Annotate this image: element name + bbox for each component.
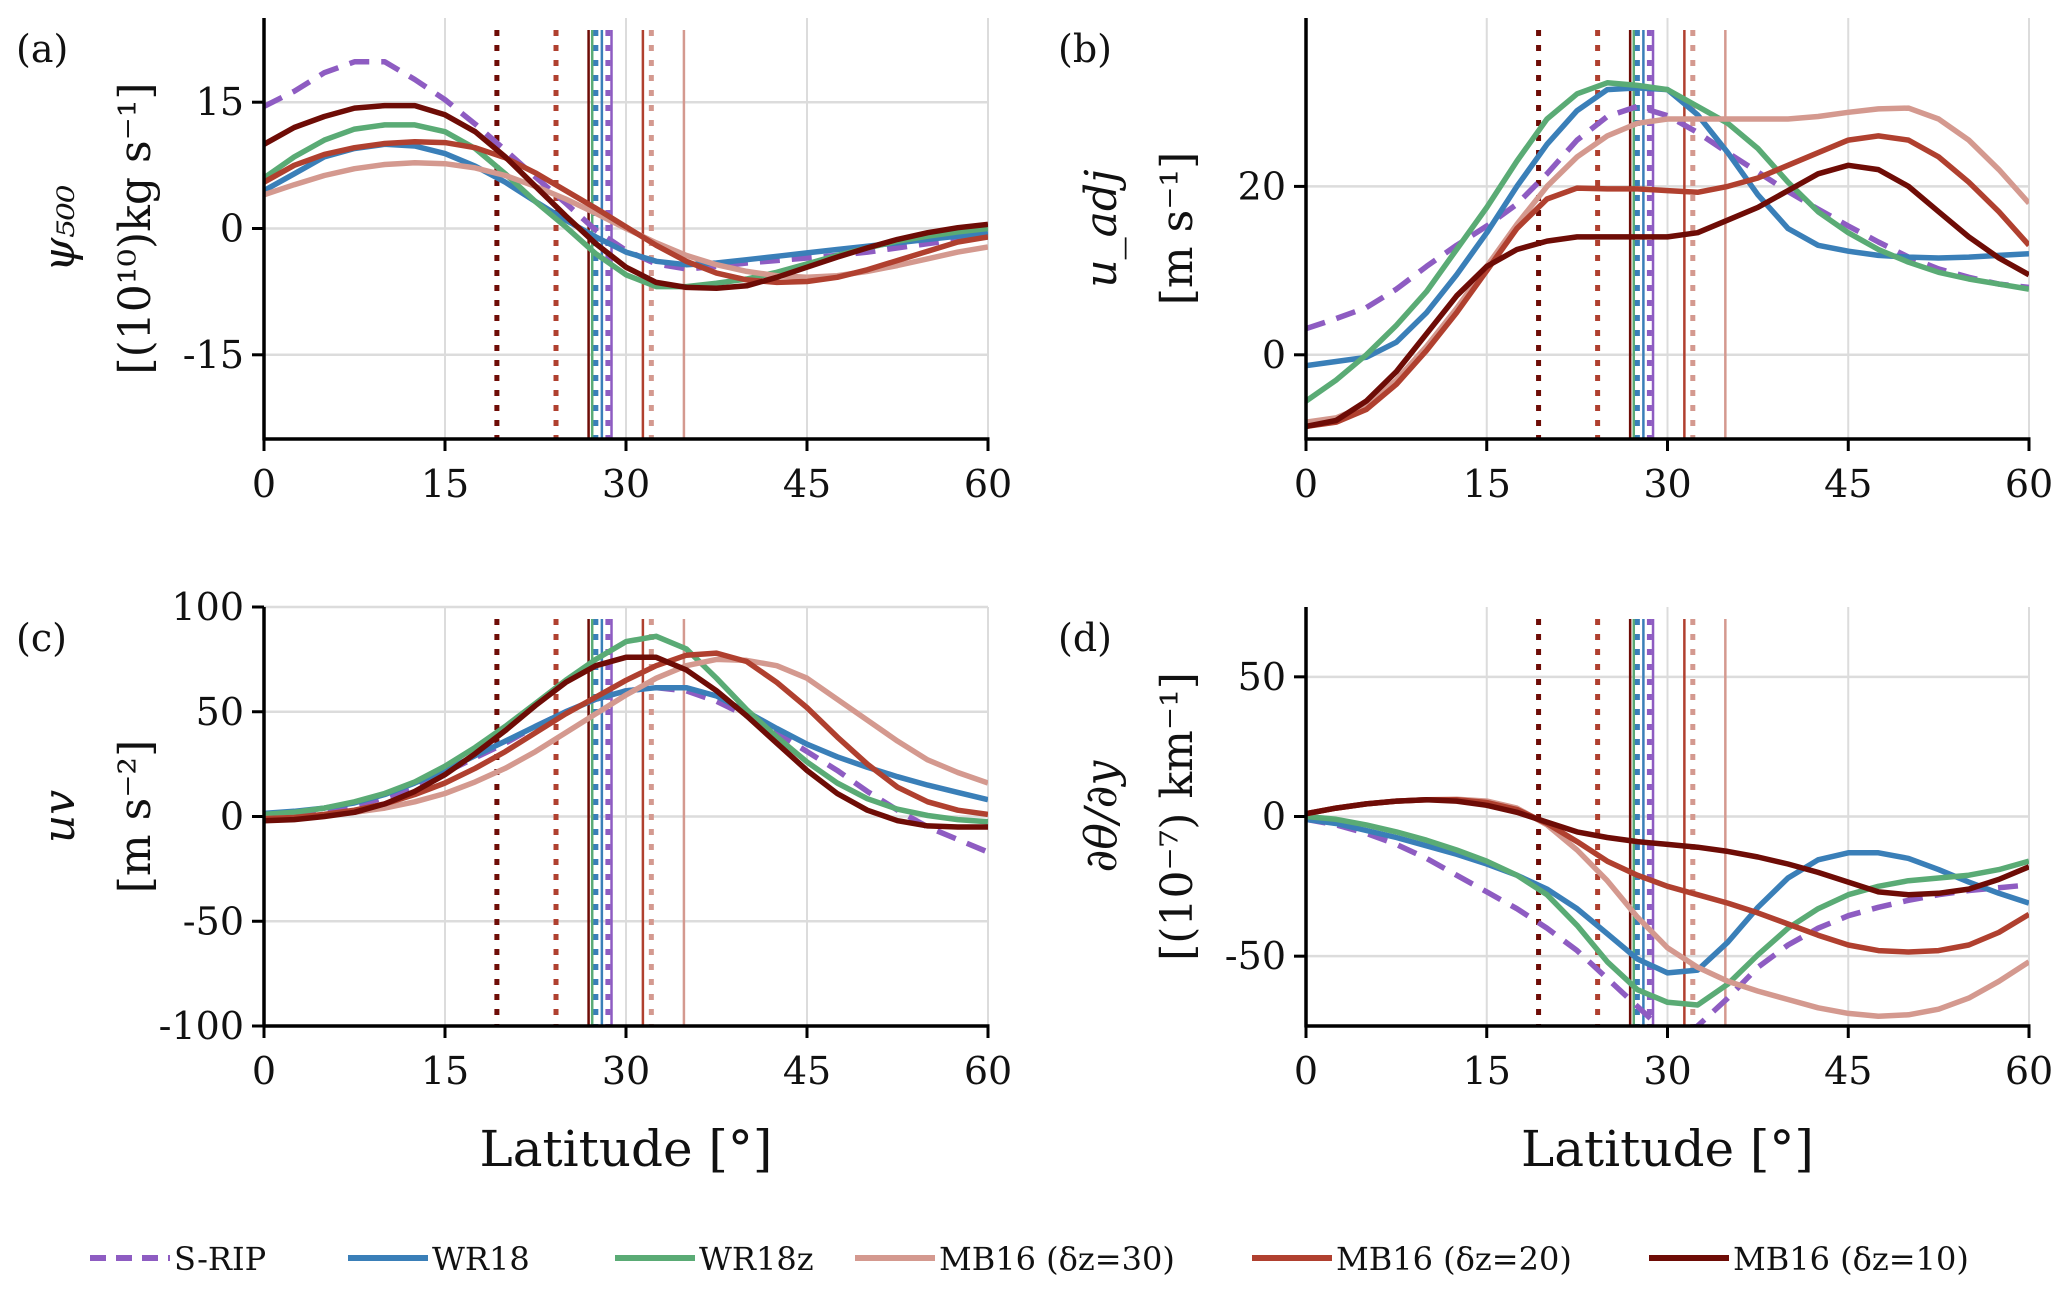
legend-item-mb16-z-20: MB16 (δz=20) bbox=[1252, 1240, 1572, 1278]
x-tick-label: 15 bbox=[421, 462, 469, 506]
series-wr18z bbox=[1306, 80, 2029, 404]
series-wr18z bbox=[264, 633, 988, 825]
x-tick-label: 45 bbox=[783, 462, 831, 506]
x-tick-label: 30 bbox=[602, 462, 650, 506]
legend-item-mb16-z-10: MB16 (δz=10) bbox=[1649, 1240, 1969, 1278]
panel-d: 0 15 30 45 60 50 0 -50 (d) ∂θ/∂y [(10⁻⁷) km⁻¹] Lati… bbox=[1058, 607, 2053, 1178]
x-tick-label: 15 bbox=[421, 1049, 469, 1093]
gridlines bbox=[1305, 607, 2030, 1026]
panel-label: (c) bbox=[16, 616, 67, 660]
legend-label: MB16 (δz=20) bbox=[1336, 1240, 1572, 1278]
y-tick-label: -100 bbox=[159, 1004, 244, 1048]
x-tick-label: 0 bbox=[252, 462, 276, 506]
legend-label: WR18 bbox=[432, 1240, 530, 1278]
y-tick-label: 0 bbox=[1262, 333, 1286, 377]
x-tick-label: 0 bbox=[252, 1049, 276, 1093]
series-mb16-z-30 bbox=[264, 656, 988, 822]
x-tick-label: 60 bbox=[2005, 462, 2053, 506]
series-mb16-z-20 bbox=[264, 139, 988, 286]
y-axis-label-units: [(10⁻⁷) km⁻¹] bbox=[1152, 672, 1203, 961]
series-mb16-z-10 bbox=[1306, 162, 2029, 430]
y-tick-label: 20 bbox=[1238, 164, 1286, 208]
panel-c: 0 15 30 45 60 100 50 0 -50 -100 (c) uv [m s⁻²] Latitu… bbox=[16, 585, 1012, 1178]
legend-item-s-rip: S-RIP bbox=[90, 1240, 266, 1278]
y-tick-label: 50 bbox=[1238, 655, 1286, 699]
y-tick-label: -15 bbox=[183, 333, 244, 377]
series-wr18 bbox=[1306, 816, 2029, 976]
series-mb16-z-10 bbox=[264, 654, 988, 830]
series-wr18z bbox=[1306, 813, 2029, 1008]
series-s-rip bbox=[1306, 816, 2029, 1026]
y-axis-label-quantity: u_adj bbox=[1076, 169, 1127, 287]
panel-label: (d) bbox=[1058, 616, 1112, 660]
x-tick-label: 45 bbox=[1824, 462, 1872, 506]
panel-b: 0 15 30 45 60 20 0 (b) u_adj [m s⁻¹] bbox=[1058, 18, 2053, 506]
y-tick-label: 0 bbox=[220, 795, 244, 839]
series-mb16-z-20 bbox=[1306, 133, 2029, 430]
x-tick-label: 60 bbox=[2005, 1049, 2053, 1093]
series-lines bbox=[264, 59, 988, 292]
x-tick-label: 45 bbox=[783, 1049, 831, 1093]
x-tick-label: 0 bbox=[1294, 462, 1318, 506]
y-tick-label: 0 bbox=[220, 207, 244, 251]
legend-item-wr18: WR18 bbox=[348, 1240, 530, 1278]
y-axis-label-quantity: uv bbox=[34, 790, 85, 843]
series-lines bbox=[1306, 80, 2029, 430]
legend-item-wr18z: WR18z bbox=[615, 1240, 814, 1278]
legend-item-mb16-z-30: MB16 (δz=30) bbox=[855, 1240, 1175, 1278]
y-axis-label-quantity: ψ₅₀₀ bbox=[34, 184, 85, 272]
series-mb16-z-10 bbox=[264, 102, 988, 292]
y-axis-label-quantity: ∂θ/∂y bbox=[1076, 760, 1127, 873]
x-tick-label: 60 bbox=[964, 462, 1012, 506]
y-axis-label-units: [(10¹⁰)kg s⁻¹] bbox=[110, 82, 161, 374]
legend-label: WR18z bbox=[699, 1240, 814, 1278]
reference-lines bbox=[1536, 619, 1727, 1026]
x-tick-label: 15 bbox=[1463, 1049, 1511, 1093]
x-axis-label: Latitude [°] bbox=[1521, 1120, 1814, 1178]
series-lines bbox=[264, 633, 988, 855]
panel-label: (a) bbox=[16, 27, 68, 71]
x-tick-label: 30 bbox=[1643, 462, 1691, 506]
series-mb16-z-10 bbox=[1306, 796, 2029, 898]
y-tick-label: 100 bbox=[171, 585, 244, 629]
legend: S-RIP WR18 WR18z MB16 (δz=30) MB16 (δz=20) MB… bbox=[90, 1240, 1969, 1278]
y-tick-label: -50 bbox=[183, 899, 244, 943]
y-tick-label: 50 bbox=[196, 690, 244, 734]
y-tick-label: 0 bbox=[1262, 795, 1286, 839]
series-lines bbox=[1306, 796, 2029, 1026]
x-tick-label: 30 bbox=[602, 1049, 650, 1093]
gridlines bbox=[1305, 18, 2030, 439]
y-axis-label-units: [m s⁻²] bbox=[110, 740, 161, 893]
x-tick-label: 60 bbox=[964, 1049, 1012, 1093]
panel-label: (b) bbox=[1058, 27, 1112, 71]
x-axis-label: Latitude [°] bbox=[480, 1120, 773, 1178]
legend-label: MB16 (δz=10) bbox=[1733, 1240, 1969, 1278]
series-s-rip bbox=[264, 59, 988, 272]
x-tick-label: 15 bbox=[1463, 462, 1511, 506]
legend-label: S-RIP bbox=[174, 1240, 266, 1278]
panel-a: 0 15 30 45 60 15 0 -15 (a) ψ₅₀₀ [(10¹⁰)kg s⁻¹] bbox=[16, 18, 1012, 506]
y-tick-label: 15 bbox=[196, 80, 244, 124]
x-tick-label: 30 bbox=[1643, 1049, 1691, 1093]
legend-label: MB16 (δz=30) bbox=[939, 1240, 1175, 1278]
y-tick-label: -50 bbox=[1225, 934, 1286, 978]
y-axis-label-units: [m s⁻¹] bbox=[1152, 152, 1203, 305]
x-tick-label: 0 bbox=[1294, 1049, 1318, 1093]
x-tick-label: 45 bbox=[1824, 1049, 1872, 1093]
